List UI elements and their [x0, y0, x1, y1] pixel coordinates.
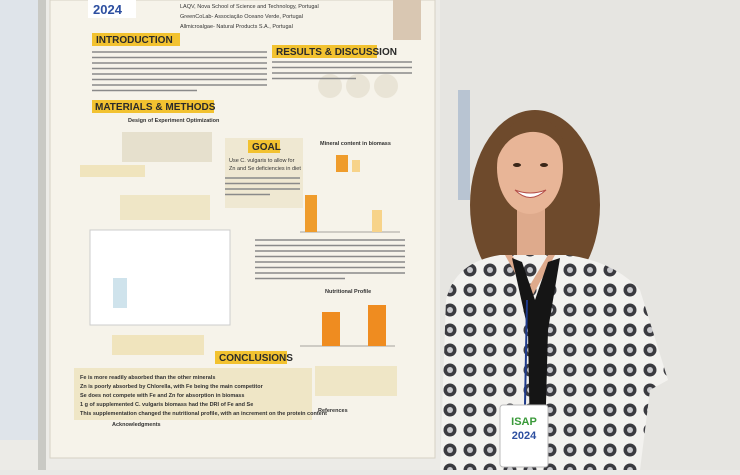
hair-top	[497, 118, 566, 160]
conclusion-item: This supplementation changed the nutriti…	[80, 411, 327, 417]
scarf	[512, 258, 560, 440]
section-heading: INTRODUCTION	[96, 35, 173, 46]
goal-text: Zn and Se deficiencies in diet	[229, 166, 301, 172]
paragraph-lines	[92, 51, 412, 280]
decor-bar	[352, 160, 360, 172]
conclusion-item: 1 g of supplemented C. vulgaris biomass …	[80, 402, 253, 408]
logo-box	[88, 0, 136, 18]
badge-year: 2024	[512, 430, 537, 442]
future-box	[315, 366, 397, 396]
decor-bar	[305, 195, 317, 232]
badge-name: ISAP	[511, 416, 537, 428]
box	[112, 335, 204, 355]
chart-title: Nutritional Profile	[325, 289, 371, 295]
diagram	[89, 229, 231, 326]
section-heading: GOAL	[252, 142, 281, 153]
heading-bg	[215, 351, 287, 364]
conclusion-item: Se does not compete with Fe and Zn for a…	[80, 393, 244, 399]
references-heading: References	[318, 408, 348, 414]
section-heading: MATERIALS & METHODS	[95, 102, 216, 113]
heading-bg	[248, 140, 280, 153]
author-photo	[393, 0, 421, 40]
conclusion-item: Zn is poorly absorbed by Chlorella, with…	[80, 384, 264, 390]
person: ISAP 2024	[440, 110, 668, 470]
side-poster	[0, 0, 38, 440]
lanyard	[524, 299, 528, 406]
section-heading: CONCLUSIONS	[219, 353, 293, 364]
decor-bar	[368, 305, 386, 346]
poster: 2024 LAQV, Nova School of Science and Te…	[49, 0, 436, 459]
conclusion-item: Fe is more readily absorbed than the oth…	[80, 375, 215, 381]
chart-title: Mineral content in biomass	[320, 141, 391, 147]
section-heading: RESULTS & DISCUSSION	[276, 47, 397, 58]
well-plate	[122, 132, 212, 162]
eye	[513, 163, 521, 167]
conclusion-box	[74, 368, 312, 420]
vial	[113, 278, 127, 308]
goal-text: Use C. vulgaris to allow for	[229, 158, 295, 164]
heading-bg	[272, 45, 377, 58]
decor-circle	[374, 74, 398, 98]
board-clip	[458, 90, 470, 200]
affiliation: LAQV, Nova School of Science and Technol…	[180, 4, 319, 10]
subheading: Design of Experiment Optimization	[128, 118, 220, 124]
decor-bar	[372, 210, 382, 232]
badge	[499, 404, 549, 468]
decor-bar	[322, 312, 340, 346]
heading-bg	[92, 100, 214, 113]
ack-heading: Acknowledgments	[112, 422, 161, 428]
face	[497, 122, 563, 214]
logo: 2024	[93, 2, 123, 17]
eye	[540, 163, 548, 167]
decor-bar	[336, 155, 348, 172]
affiliation: Allmicroalgae- Natural Products S.A., Po…	[180, 24, 293, 30]
board-edge	[38, 0, 46, 470]
smile	[514, 189, 547, 198]
shirt	[440, 255, 668, 470]
affiliation: GreenCoLab- Associação Oceano Verde, Por…	[180, 14, 303, 20]
box	[80, 165, 145, 177]
heading-bg	[92, 33, 180, 46]
decor-circle	[318, 74, 342, 98]
box	[120, 195, 210, 220]
decor-circle	[346, 74, 370, 98]
